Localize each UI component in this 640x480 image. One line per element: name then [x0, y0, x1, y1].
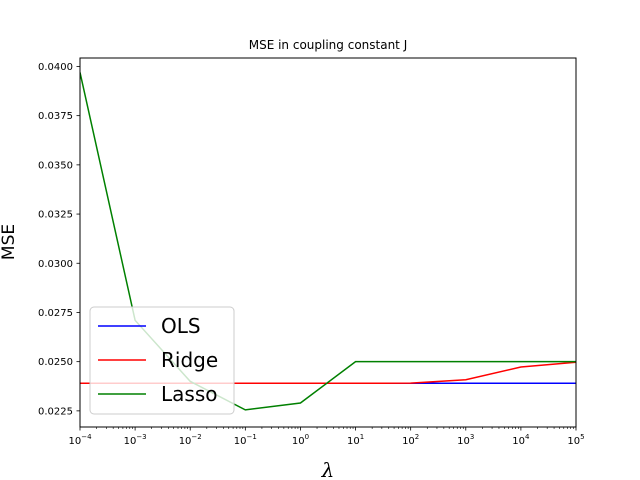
legend-label-ols: OLS [161, 314, 201, 338]
legend-box [89, 306, 235, 415]
y-axis: 0.0225 0.0250 0.0275 0.0300 0.0325 0.0350 0.03… [38, 62, 80, 417]
x-tick-label: 102 [402, 433, 419, 447]
x-axis-label: λ [321, 458, 335, 480]
y-axis-label: MSE [0, 224, 19, 260]
x-axis: 10−4 10−3 10−2 10−1 100 101 102 103 104 105 [68, 427, 585, 447]
x-tick-label: 103 [457, 433, 474, 447]
x-tick-label: 105 [567, 433, 584, 447]
x-tick-label: 10−3 [124, 433, 147, 447]
y-tick-label: 0.0300 [38, 259, 73, 270]
y-tick-label: 0.0375 [38, 111, 73, 122]
chart-title: MSE in coupling constant J [249, 38, 408, 52]
y-tick-label: 0.0225 [38, 406, 73, 417]
y-tick-label: 0.0250 [38, 357, 73, 368]
legend: OLS Ridge Lasso [89, 306, 235, 415]
x-tick-label: 100 [292, 433, 309, 447]
x-tick-label: 104 [512, 433, 530, 447]
x-tick-label: 101 [347, 433, 364, 447]
y-tick-label: 0.0275 [38, 308, 73, 319]
y-tick-label: 0.0350 [38, 160, 73, 171]
legend-label-lasso: Lasso [161, 382, 217, 406]
legend-label-ridge: Ridge [161, 348, 218, 372]
plot-frame [79, 57, 577, 428]
x-tick-label: 10−4 [68, 433, 92, 447]
y-tick-label: 0.0400 [38, 62, 73, 73]
y-tick-label: 0.0325 [38, 210, 73, 221]
x-tick-label: 10−1 [234, 433, 257, 447]
x-tick-label: 10−2 [179, 433, 202, 447]
